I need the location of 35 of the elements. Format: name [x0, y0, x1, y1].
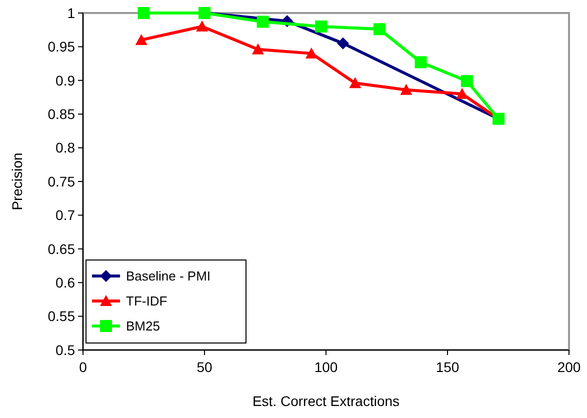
point	[400, 84, 412, 95]
point	[256, 16, 269, 28]
point	[135, 34, 148, 45]
y-tick-label: 0.8	[56, 140, 76, 156]
x-axis-title: Est. Correct Extractions	[252, 393, 400, 409]
x-tick-label: 200	[557, 359, 581, 375]
x-tick-label: 0	[79, 359, 88, 375]
point	[196, 20, 208, 32]
point	[373, 23, 386, 36]
y-tick-label: 0.7	[56, 207, 76, 224]
y-tick-label: 0.9	[56, 72, 76, 88]
y-tick-label: 0.75	[48, 173, 76, 190]
y-tick-label: 1	[67, 4, 76, 21]
y-tick-label: 0.6	[56, 274, 76, 290]
y-tick-label: 0.5	[56, 342, 76, 358]
legend-label: Baseline - PMI	[126, 268, 211, 284]
point	[349, 77, 362, 88]
y-tick-label: 0.85	[48, 106, 76, 122]
point	[460, 75, 473, 88]
point	[138, 7, 150, 19]
x-tick-label: 150	[436, 359, 460, 375]
legend-label: BM25	[126, 318, 160, 334]
point	[456, 88, 468, 99]
point	[337, 37, 350, 50]
x-tick-label: 100	[314, 359, 338, 375]
point	[305, 47, 318, 58]
point	[315, 20, 328, 32]
y-tick-label: 0.65	[48, 240, 76, 257]
y-tick-label: 0.55	[48, 308, 76, 324]
y-axis-title: Precision	[9, 152, 25, 210]
x-tick-label: 50	[196, 359, 212, 375]
point	[252, 43, 264, 54]
point	[414, 56, 427, 68]
legend-label: TF-IDF	[126, 294, 168, 309]
y-tick-label: 0.95	[48, 38, 76, 55]
